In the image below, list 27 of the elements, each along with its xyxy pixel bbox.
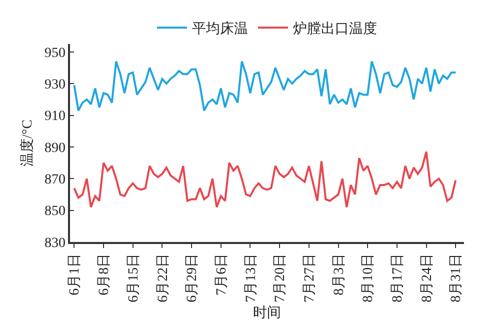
y-tick-label: 850 xyxy=(44,204,66,220)
y-tick-label: 910 xyxy=(44,109,66,124)
line-series xyxy=(73,150,457,208)
x-tick-label: 8月10日 xyxy=(361,253,376,302)
x-tick-label: 7月6日 xyxy=(214,253,230,296)
legend-label: 平均床温 xyxy=(192,21,248,38)
legend-label: 炉膛出口温度 xyxy=(293,21,377,38)
x-tick-label: 8月31日 xyxy=(449,253,464,302)
x-tick-label: 7月13日 xyxy=(244,253,259,302)
x-axis-title: 时间 xyxy=(253,305,281,322)
x-tick-label: 8月24日 xyxy=(420,253,435,302)
x-tick-label: 8月3日 xyxy=(332,253,347,296)
x-tick-label: 6月29日 xyxy=(185,253,200,302)
x-tick-label: 6月22日 xyxy=(156,253,171,302)
y-tick-label: 830 xyxy=(44,236,66,251)
y-tick-label: 930 xyxy=(44,78,66,92)
x-tick-label: 6月15日 xyxy=(126,253,142,302)
y-tick-label: 950 xyxy=(44,46,66,61)
x-tick-label: 8月17日 xyxy=(390,253,406,302)
x-tick-label: 6月8日 xyxy=(97,253,112,296)
x-tick-label: 6月1日 xyxy=(68,253,83,296)
y-axis-title: 温度/°C xyxy=(20,120,36,166)
y-tick-label: 870 xyxy=(44,172,66,188)
x-tick-label: 7月27日 xyxy=(302,253,318,302)
y-tick-label: 890 xyxy=(44,140,66,156)
x-tick-label: 7月20日 xyxy=(273,253,288,302)
line-series xyxy=(73,60,457,112)
